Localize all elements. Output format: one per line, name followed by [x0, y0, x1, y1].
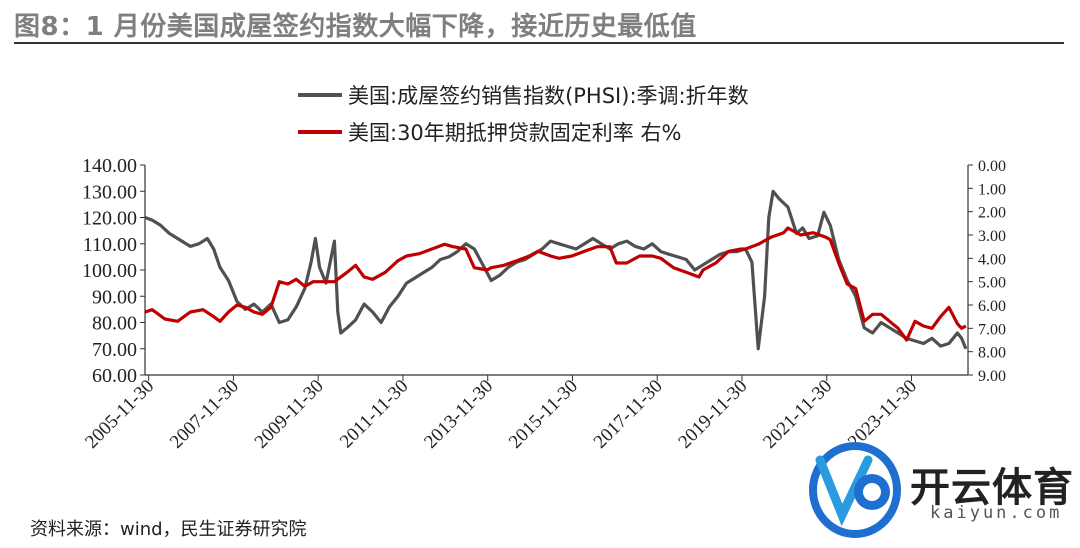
- watermark-url: kaiyun.com: [930, 503, 1063, 523]
- right-tick-label: 3.00: [978, 228, 1006, 245]
- chart-axes: 60.00 70.00 80.00 90.00 100.00 110.00 120.00 13…: [81, 155, 1006, 453]
- left-tick-label: 120.00: [82, 208, 137, 230]
- x-tick-label: 2021-11-30: [759, 376, 836, 453]
- kaiyun-logo: [809, 442, 901, 538]
- source-note: 资料来源：wind，民生证券研究院: [30, 519, 307, 540]
- legend-label: 美国:成屋签约销售指数(PHSI):季调:折年数: [348, 84, 749, 108]
- right-tick-label: 9.00: [978, 368, 1006, 385]
- left-tick-label: 60.00: [92, 365, 137, 387]
- left-tick-label: 90.00: [92, 286, 137, 308]
- chart-series: [144, 189, 968, 351]
- series-line-phsi: [144, 189, 968, 351]
- right-tick-label: 0.00: [978, 158, 1006, 175]
- x-tick-label: 2017-11-30: [590, 376, 667, 453]
- right-tick-label: 1.00: [978, 181, 1006, 198]
- chart-legend: 美国:成屋签约销售指数(PHSI):季调:折年数美国:30年期抵押贷款固定利率 …: [298, 84, 749, 145]
- x-tick-label: 2009-11-30: [251, 376, 328, 453]
- logo-ball-highlight: [863, 483, 881, 501]
- legend-label: 美国:30年期抵押贷款固定利率 右%: [348, 121, 681, 145]
- left-tick-label: 70.00: [92, 339, 137, 361]
- left-tick-label: 130.00: [82, 181, 137, 203]
- left-tick-label: 100.00: [82, 260, 137, 282]
- left-tick-label: 80.00: [92, 313, 137, 335]
- right-tick-label: 6.00: [978, 298, 1006, 315]
- figure-title: 图8：1 月份美国成屋签约指数大幅下降，接近历史最低值: [14, 12, 697, 42]
- right-tick-label: 4.00: [978, 251, 1006, 268]
- right-tick-label: 8.00: [978, 345, 1006, 362]
- title-rule: [14, 42, 1064, 44]
- x-tick-label: 2019-11-30: [674, 376, 751, 453]
- x-tick-label: 2015-11-30: [505, 376, 582, 453]
- series-line-mortgage-rate: [144, 226, 967, 342]
- x-tick-label: 2011-11-30: [336, 376, 413, 453]
- right-tick-label: 7.00: [978, 321, 1006, 338]
- logo-k-shape: [815, 455, 873, 527]
- x-tick-label: 2007-11-30: [166, 376, 243, 453]
- x-tick-label: 2023-11-30: [844, 376, 921, 453]
- left-tick-label: 140.00: [82, 155, 137, 177]
- x-tick-label: 2013-11-30: [420, 376, 497, 453]
- logo-swoosh-outer: [809, 442, 901, 538]
- right-tick-label: 5.00: [978, 275, 1006, 292]
- right-tick-label: 2.00: [978, 205, 1006, 222]
- watermark-brand: 开云体育: [910, 465, 1074, 511]
- x-tick-label: 2005-11-30: [81, 376, 158, 453]
- left-tick-label: 110.00: [83, 234, 137, 256]
